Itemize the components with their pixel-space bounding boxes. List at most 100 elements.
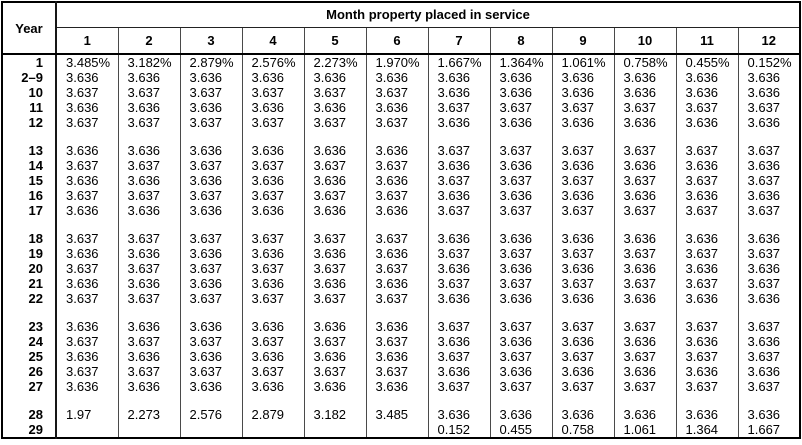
rate-cell: 3.636 xyxy=(241,379,304,394)
rate-cell: 3.636 xyxy=(365,379,428,394)
rate-cell: 3.636 xyxy=(365,203,428,218)
rate-cell: 3.636 xyxy=(117,246,180,261)
rate-table-body: 1 3.485% 3.182% 2.879% 2.576% 2.273% 1.970% 1.6… xyxy=(2,54,800,438)
spacer-cell xyxy=(365,218,428,231)
rate-cell: 3.636 xyxy=(427,334,490,349)
rate-cell: 3.636 xyxy=(737,291,800,306)
rate-cell: 3.637 xyxy=(427,349,490,364)
rate-cell: 1.667% xyxy=(427,54,490,70)
rate-cell: 3.636 xyxy=(303,173,366,188)
spacer-year-cell xyxy=(2,218,57,231)
rate-cell: 3.637 xyxy=(117,231,180,246)
rate-cell: 3.636 xyxy=(55,319,118,334)
spacer-year-cell xyxy=(2,394,57,407)
spacer-cell xyxy=(613,394,676,407)
rate-cell: 0.758% xyxy=(613,54,676,70)
rate-cell: 3.637 xyxy=(489,379,552,394)
rate-cell: 3.636 xyxy=(489,115,552,130)
spacer-cell xyxy=(737,306,800,319)
rate-cell: 3.636 xyxy=(241,319,304,334)
rate-cell: 3.636 xyxy=(117,173,180,188)
rate-cell: 3.636 xyxy=(179,203,242,218)
rate-cell: 3.636 xyxy=(365,100,428,115)
spacer-cell xyxy=(551,306,614,319)
rate-cell: 3.636 xyxy=(303,70,366,85)
rate-cell: 3.637 xyxy=(241,261,304,276)
rate-cell: 3.636 xyxy=(551,158,614,173)
spacer-cell xyxy=(489,394,552,407)
rate-cell: 3.637 xyxy=(117,85,180,100)
rate-cell: 3.637 xyxy=(489,276,552,291)
spacer-cell xyxy=(241,394,304,407)
rate-cell: 3.636 xyxy=(303,276,366,291)
spacer-cell xyxy=(551,218,614,231)
rate-cell: 3.637 xyxy=(241,364,304,379)
year-label: 23 xyxy=(2,319,57,334)
rate-cell: 3.637 xyxy=(675,349,738,364)
month-column-header: 5 xyxy=(303,27,366,55)
rate-cell: 3.637 xyxy=(117,115,180,130)
rate-cell: 3.636 xyxy=(365,276,428,291)
rate-cell: 3.637 xyxy=(117,364,180,379)
rate-cell: 3.636 xyxy=(303,246,366,261)
spacer-cell xyxy=(365,394,428,407)
rate-cell: 3.636 xyxy=(365,246,428,261)
rate-cell: 3.637 xyxy=(179,334,242,349)
rate-cell: 3.637 xyxy=(117,261,180,276)
rate-cell: 3.636 xyxy=(427,70,490,85)
rate-cell: 3.637 xyxy=(55,231,118,246)
rate-cell: 3.636 xyxy=(675,85,738,100)
rate-cell: 3.636 xyxy=(675,231,738,246)
rate-cell: 3.636 xyxy=(675,115,738,130)
spacer-cell xyxy=(737,394,800,407)
rate-cell: 3.637 xyxy=(489,100,552,115)
year-label: 27 xyxy=(2,379,57,394)
rate-cell: 3.637 xyxy=(179,364,242,379)
rate-cell: 3.637 xyxy=(675,173,738,188)
rate-cell: 3.636 xyxy=(427,158,490,173)
rate-cell: 3.636 xyxy=(613,364,676,379)
rate-cell: 3.637 xyxy=(427,173,490,188)
rate-cell: 3.637 xyxy=(489,143,552,158)
rate-cell: 3.637 xyxy=(303,334,366,349)
rate-cell: 3.636 xyxy=(365,173,428,188)
spacer-cell xyxy=(55,306,118,319)
table-row: 16 3.637 3.637 3.637 3.637 3.637 3.637 3.636 3.6… xyxy=(2,188,800,203)
rate-cell: 3.637 xyxy=(427,246,490,261)
rate-cell: 3.636 xyxy=(303,319,366,334)
rate-cell: 3.636 xyxy=(179,100,242,115)
rate-cell xyxy=(241,422,304,438)
rate-cell: 3.637 xyxy=(427,379,490,394)
rate-cell: 0.152% xyxy=(737,54,800,70)
group-spacer-row xyxy=(2,394,800,407)
rate-cell xyxy=(179,422,242,438)
table-row: 26 3.637 3.637 3.637 3.637 3.637 3.637 3.636 3.6… xyxy=(2,364,800,379)
rate-cell: 1.364 xyxy=(675,422,738,438)
rate-cell: 3.637 xyxy=(241,115,304,130)
rate-cell: 3.637 xyxy=(613,276,676,291)
rate-cell: 3.637 xyxy=(737,349,800,364)
spacer-cell xyxy=(303,218,366,231)
rate-cell: 3.636 xyxy=(489,188,552,203)
rate-cell: 3.637 xyxy=(551,319,614,334)
rate-cell: 3.636 xyxy=(737,334,800,349)
table-row: 13 3.636 3.636 3.636 3.636 3.636 3.636 3.637 3.6… xyxy=(2,143,800,158)
month-column-header: 7 xyxy=(427,27,490,55)
spacer-cell xyxy=(675,218,738,231)
rate-cell: 3.637 xyxy=(303,364,366,379)
spacer-cell xyxy=(427,218,490,231)
rate-cell: 3.636 xyxy=(427,188,490,203)
rate-cell: 3.636 xyxy=(427,231,490,246)
rate-cell: 3.636 xyxy=(737,70,800,85)
year-label: 19 xyxy=(2,246,57,261)
rate-cell: 3.637 xyxy=(179,188,242,203)
spacer-cell xyxy=(303,306,366,319)
rate-cell: 1.970% xyxy=(365,54,428,70)
year-column-header: Year xyxy=(2,2,57,55)
rate-cell: 3.637 xyxy=(55,364,118,379)
rate-cell: 3.636 xyxy=(737,115,800,130)
rate-cell: 3.636 xyxy=(737,261,800,276)
rate-cell: 3.636 xyxy=(241,100,304,115)
rate-cell: 3.636 xyxy=(489,291,552,306)
